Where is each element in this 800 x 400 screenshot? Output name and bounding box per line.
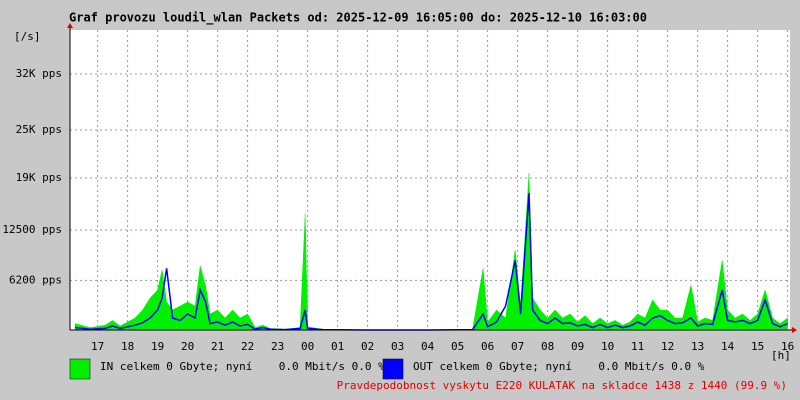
legend-swatch bbox=[382, 358, 404, 380]
x-tick-label: 01 bbox=[331, 340, 344, 353]
y-axis-arrow bbox=[67, 23, 73, 28]
x-tick-label: 14 bbox=[721, 340, 735, 353]
x-tick-label: 07 bbox=[511, 340, 524, 353]
x-tick-label: 20 bbox=[181, 340, 194, 353]
x-tick-label: 19 bbox=[151, 340, 164, 353]
x-tick-label: 08 bbox=[541, 340, 554, 353]
x-tick-label: 04 bbox=[421, 340, 435, 353]
line bbox=[75, 193, 788, 331]
plot-area bbox=[70, 30, 790, 330]
x-tick-label: 10 bbox=[601, 340, 614, 353]
x-tick-label: 18 bbox=[121, 340, 134, 353]
y-tick-label: 12500 pps bbox=[2, 223, 62, 236]
y-axis-label: [/s] bbox=[14, 30, 41, 43]
x-tick-label: 06 bbox=[481, 340, 494, 353]
x-tick-label: 17 bbox=[91, 340, 104, 353]
x-tick-label: 09 bbox=[571, 340, 584, 353]
x-tick-label: 05 bbox=[451, 340, 464, 353]
legend-label: IN celkem 0 Gbyte; nyní 0.0 Mbit/s 0.0 % bbox=[100, 360, 385, 373]
x-tick-label: 22 bbox=[241, 340, 254, 353]
area bbox=[74, 173, 788, 331]
annotation: Pravdepodobnost vyskytu E220 KULATAK na … bbox=[337, 379, 787, 392]
legend-label: OUT celkem 0 Gbyte; nyní 0.0 Mbit/s 0.0 … bbox=[413, 360, 705, 373]
legend-swatch bbox=[69, 358, 91, 380]
x-tick-label: 15 bbox=[751, 340, 764, 353]
chart-title: Graf provozu loudil_wlan Packets od: 202… bbox=[69, 11, 647, 26]
x-tick-label: 03 bbox=[391, 340, 404, 353]
x-tick-label: 23 bbox=[271, 340, 284, 353]
x-tick-label: 21 bbox=[211, 340, 224, 353]
y-tick-label: 6200 pps bbox=[9, 273, 62, 286]
x-tick-label: 13 bbox=[691, 340, 704, 353]
x-axis-arrow bbox=[792, 327, 797, 333]
y-tick-label: 25K pps bbox=[16, 123, 62, 136]
x-tick-label: 00 bbox=[301, 340, 314, 353]
y-tick-label: 19K pps bbox=[16, 171, 62, 184]
x-tick-label: 11 bbox=[631, 340, 644, 353]
x-axis-label: [h] bbox=[771, 349, 791, 362]
x-tick-label: 12 bbox=[661, 340, 674, 353]
x-tick-label: 16 bbox=[781, 340, 794, 353]
y-tick-label: 32K pps bbox=[16, 67, 62, 80]
x-tick-label: 02 bbox=[361, 340, 374, 353]
